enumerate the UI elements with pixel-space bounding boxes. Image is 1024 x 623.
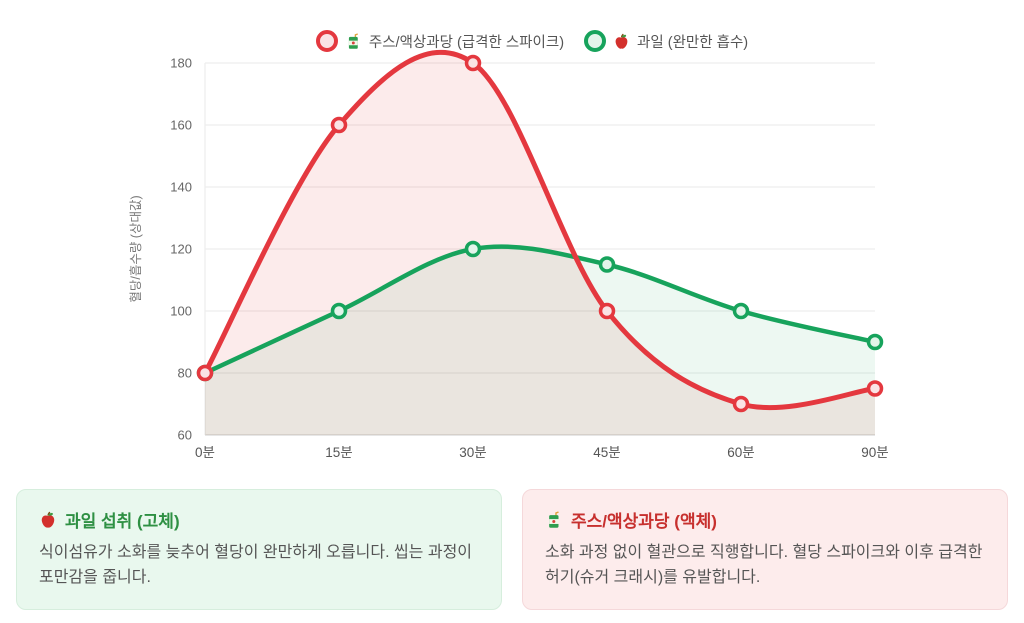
data-point[interactable] — [330, 302, 348, 320]
fruit-info-card: 과일 섭취 (고체) 식이섬유가 소화를 늦추어 혈당이 완만하게 오릅니다. … — [16, 489, 502, 610]
data-point[interactable] — [464, 54, 482, 72]
legend-item-fruit[interactable]: 과일 (완만한 흡수) — [584, 30, 748, 52]
x-tick-label: 30분 — [459, 445, 486, 460]
legend-label-fruit: 과일 (완만한 흡수) — [637, 34, 749, 51]
y-tick-label: 80 — [178, 366, 192, 381]
data-point[interactable] — [732, 302, 750, 320]
juice-card-title: 주스/액상과당 (액체) — [545, 507, 985, 532]
data-point[interactable] — [732, 395, 750, 413]
data-point[interactable] — [866, 380, 884, 397]
x-tick-label: 15분 — [325, 445, 352, 460]
info-cards: 과일 섭취 (고체) 식이섬유가 소화를 늦추어 혈당이 완만하게 오릅니다. … — [16, 489, 1008, 610]
juice-info-card: 주스/액상과당 (액체) 소화 과정 없이 혈관으로 직행합니다. 혈당 스파이… — [522, 489, 1008, 610]
juice-card-title-text: 주스/액상과당 (액체) — [571, 512, 717, 531]
juice-series-marker — [315, 30, 338, 52]
fruit-card-body: 식이섬유가 소화를 늦추어 혈당이 완만하게 오릅니다. 씹는 과정이 포만감을… — [39, 544, 473, 586]
series-line — [202, 244, 878, 376]
y-axis-title: 혈당/흡수량 (상대값) — [129, 195, 143, 302]
fruit-card-title-text: 과일 섭취 (고체) — [65, 512, 180, 531]
blood-sugar-line-chart[interactable]: 60 80 100 120 140 160 180 0분 15분 30분 45분 60분 90분 혈당/흡… — [0, 0, 1024, 480]
legend-item-juice[interactable]: 주스/액상과당 (급격한 스파이크) — [315, 30, 565, 52]
y-tick-label: 60 — [178, 428, 192, 443]
apple-icon — [613, 33, 630, 50]
juice-icon — [345, 32, 362, 50]
data-point[interactable] — [598, 302, 616, 320]
data-point[interactable] — [330, 116, 348, 134]
data-point[interactable] — [196, 364, 214, 382]
juice-icon — [545, 510, 563, 529]
y-tick-label: 140 — [170, 180, 192, 195]
x-tick-label: 60분 — [727, 445, 754, 460]
y-tick-label: 160 — [170, 118, 192, 133]
legend-label-juice: 주스/액상과당 (급격한 스파이크) — [368, 34, 565, 51]
juice-card-body: 소화 과정 없이 혈관으로 직행합니다. 혈당 스파이크와 이후 급격한 허기(… — [545, 544, 983, 586]
chart-legend: 주스/액상과당 (급격한 스파이크) 과일 (완만한 흡수) — [0, 30, 1024, 52]
data-point[interactable] — [464, 240, 482, 258]
fruit-series-marker — [584, 30, 607, 52]
y-tick-label: 100 — [170, 304, 192, 319]
x-tick-label: 0분 — [195, 445, 215, 460]
data-point[interactable] — [866, 333, 884, 351]
x-tick-label: 90분 — [861, 445, 888, 460]
x-tick-label: 45분 — [593, 445, 620, 460]
series-area — [205, 52, 875, 436]
y-tick-label: 120 — [170, 242, 192, 257]
data-point[interactable] — [598, 256, 616, 273]
fruit-card-title: 과일 섭취 (고체) — [39, 507, 479, 532]
y-tick-label: 180 — [170, 56, 192, 71]
apple-icon — [39, 511, 57, 529]
